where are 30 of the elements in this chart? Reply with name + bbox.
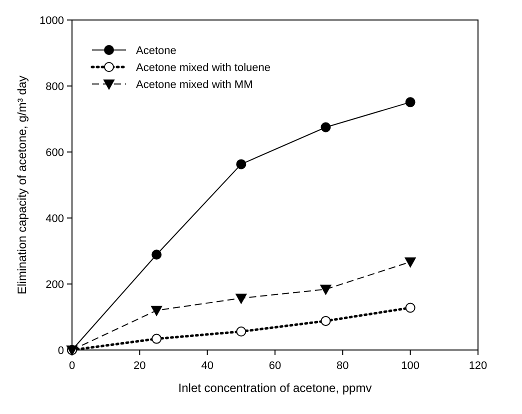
x-tick-label: 0 <box>68 360 76 372</box>
point <box>236 159 246 170</box>
y-tick-label: 400 <box>46 213 64 225</box>
y-tick-label: 1000 <box>40 15 64 27</box>
point <box>152 250 162 260</box>
y-tick-label: 800 <box>46 81 64 93</box>
x-tick-label: 80 <box>336 360 349 372</box>
x-tick-label: 60 <box>268 360 282 372</box>
y-tick-label: 200 <box>46 279 64 291</box>
point <box>320 316 331 326</box>
legend-label: Acetone mixed with MM <box>136 79 253 91</box>
legend-label: Acetone <box>136 45 176 57</box>
point <box>320 284 332 295</box>
point <box>151 306 162 316</box>
x-tick-label: 40 <box>201 360 214 372</box>
x-tick-label: 120 <box>468 360 488 372</box>
x-axis-title: Inlet concentration of acetone, ppmv <box>178 381 372 395</box>
legend-label: Acetone mixed with toluene <box>136 62 271 74</box>
point <box>405 302 416 313</box>
point <box>404 257 416 268</box>
point <box>405 97 416 108</box>
y-tick-label: 0 <box>58 345 64 357</box>
x-tick-label: 20 <box>134 360 146 372</box>
point <box>236 326 246 337</box>
point <box>152 334 162 344</box>
y-axis-title: Elimination capacity of acetone, g/m³ day <box>15 76 29 294</box>
y-tick-label: 600 <box>46 147 64 159</box>
point <box>320 122 331 132</box>
point <box>236 294 247 304</box>
x-tick-label: 100 <box>401 360 420 372</box>
